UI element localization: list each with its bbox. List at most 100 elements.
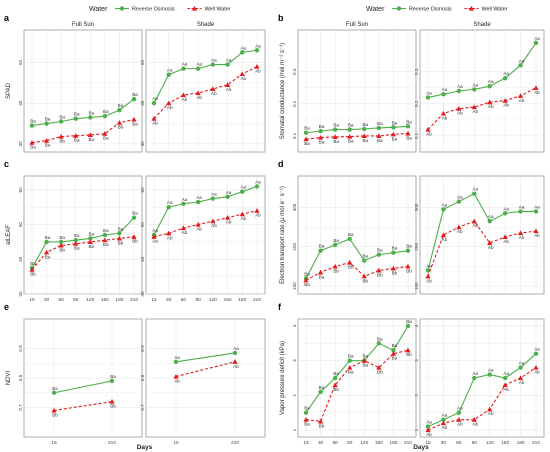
data-label: Ba [74,112,80,117]
data-label: Ba [319,124,325,129]
data-label: Ba [406,244,412,249]
series-reverse-osmosis: Ba Ba Ba Ba Ba Ba Ba Ba [29,92,138,128]
data-label: Aa [472,82,478,87]
data-label: Ab [182,230,188,235]
facet-label: Shade [473,22,491,28]
data-label: Ba [319,140,325,145]
data-label: Aa [442,87,448,92]
data-label: Ba [110,374,116,379]
data-point [303,417,309,422]
data-label: Bb [59,247,65,252]
y-axis-label: atLEAF [6,225,12,245]
data-label: Bb [59,139,65,144]
data-point [109,378,115,384]
x-tick-label: 60 [181,297,187,303]
series-line [175,352,236,363]
legend-item: Well Water [187,5,231,13]
data-label: Ab [196,227,202,232]
data-label: Aa [488,214,494,219]
facet-label: Full Sun [72,22,94,28]
series-well-water: Ab Ab Ab Ab Ab Ab Ab Ab [425,218,540,283]
data-point [151,234,157,239]
data-label: Ba [74,246,80,251]
data-point [29,123,35,128]
data-label: Aa [472,371,478,376]
x-tick-label: 90 [195,297,201,303]
y-axis-label: Vapor pressure deficit (kPa) [280,341,286,415]
data-point [533,364,539,370]
data-label: Bb [319,423,325,428]
data-label: Ba [103,109,109,114]
y-tick-label: 60 [18,187,23,193]
legend-title: Water [89,6,108,13]
data-point [390,351,397,356]
y-tick-label: 40 [18,100,23,106]
series-line [153,49,258,104]
data-point [131,96,137,102]
data-point [332,127,338,132]
data-label: Ab [226,87,232,92]
y-tick-label: 0.7 [18,404,23,411]
data-label: Aa [457,406,463,411]
data-label: Ba [392,356,398,361]
data-point [376,267,382,273]
data-point [151,116,157,121]
series-well-water: Ab Ab Ab Ab Ab Ab Ab Ab [425,85,540,137]
data-label: Ba [319,385,325,390]
data-point [405,248,411,253]
series-line [53,380,113,394]
series-well-water: Ba Bb Bb Ba Ba Bb Ba Bb [303,347,412,428]
data-label: Bb [132,239,138,244]
data-point [533,228,539,234]
data-point [376,364,382,370]
data-point [441,417,446,422]
data-label: Ab [426,432,432,437]
data-label: Ab [152,121,158,126]
panel-b: b Stomatal conductance (mol m⁻² s⁻¹) Full … [278,13,545,153]
data-point [425,268,431,273]
y-tick-label: 300 [414,203,419,211]
data-point [102,131,108,136]
x-tick-label: 210 [532,440,540,446]
series-line [153,210,258,238]
series-line [305,125,409,134]
y-tick-label: 30 [140,141,145,147]
data-point [487,219,492,224]
facet-shade: 0.7 0.8 0.9 15 210 Aa Aa Ab Ab [140,318,266,446]
data-label: Aa [152,239,158,244]
data-point [391,348,396,353]
data-point [533,40,539,46]
data-label: Ab [240,216,246,221]
data-point [487,240,493,245]
data-label: Ba [348,139,354,144]
data-point [502,234,508,240]
data-point [347,364,353,370]
x-axis-label: Days [137,444,153,451]
data-label: Aa [226,190,232,195]
y-tick-label: 30 [18,291,23,297]
data-label: Ab [167,235,173,240]
series-well-water: Aa Ab Ab Ab Ab Ab Ab Ab [151,208,261,244]
data-point [425,427,431,433]
data-point [456,410,462,415]
data-label: Ba [45,235,51,240]
data-point [166,72,171,77]
data-label: Bb [362,278,368,283]
data-point [195,199,201,205]
data-point [471,417,477,422]
x-tick-label: 120 [86,297,94,303]
data-point [29,140,35,145]
y-tick-label: 30 [140,291,145,297]
legend-right: Water Reverse Osmosis Well Water [366,5,508,13]
plot-area [23,175,143,295]
data-label: Aa [488,79,494,84]
data-label: Bb [88,244,94,249]
y-tick-label: 2 [414,394,419,397]
data-label: Ba [377,248,383,253]
data-label: Ba [118,103,124,108]
y-tick-label: 0.3 [414,68,419,75]
data-label: Ba [406,319,412,324]
data-label: Ab [534,370,540,375]
data-label: Ab [167,105,173,110]
